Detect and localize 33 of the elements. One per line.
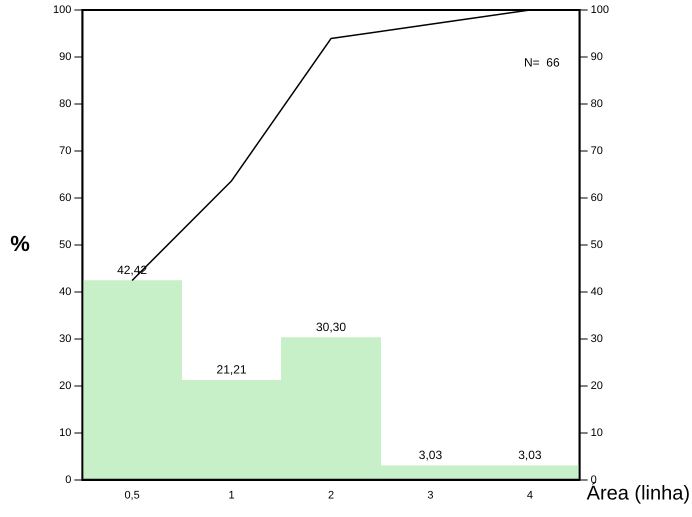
y2-tick-label: 90: [590, 51, 603, 64]
y2-tick-label: 70: [590, 144, 603, 157]
data-label: 30,30: [316, 320, 346, 334]
y2-tick-label: 20: [590, 380, 603, 392]
y-tick-label: 60: [59, 192, 72, 204]
x-tick-label: 0,5: [124, 489, 140, 502]
data-label: 3,03: [518, 448, 542, 462]
y-axis-title: %: [10, 230, 30, 256]
x-tick-label: 1: [228, 489, 235, 502]
y-tick-label: 10: [59, 426, 72, 439]
y-tick-label: 50: [59, 238, 72, 251]
data-label: 3,03: [418, 448, 442, 462]
y2-tick-label: 100: [590, 4, 610, 16]
y-tick-label: 30: [59, 332, 72, 345]
x-tick-label: 4: [526, 489, 533, 502]
y2-tick-label: 80: [590, 98, 603, 110]
x-axis-title: Área (linha): [586, 481, 690, 504]
y2-tick-label: 10: [590, 426, 603, 439]
y2-tick-label: 40: [590, 286, 603, 298]
y-tick-label: 100: [52, 4, 72, 16]
y2-tick-label: 50: [590, 238, 603, 251]
y-tick-label: 90: [59, 51, 72, 64]
y2-tick-label: 60: [590, 192, 603, 204]
y-tick-label: 80: [59, 98, 72, 110]
y-tick-label: 70: [59, 144, 72, 157]
x-tick-label: 2: [328, 489, 334, 502]
x-tick-label: 3: [427, 489, 434, 502]
y2-tick-label: 30: [590, 332, 603, 345]
y-tick-label: 40: [59, 286, 72, 298]
data-label: 21,21: [216, 362, 247, 376]
annotation: N= 66: [524, 55, 560, 70]
y-tick-label: 0: [65, 474, 72, 486]
y-tick-label: 20: [59, 380, 72, 392]
